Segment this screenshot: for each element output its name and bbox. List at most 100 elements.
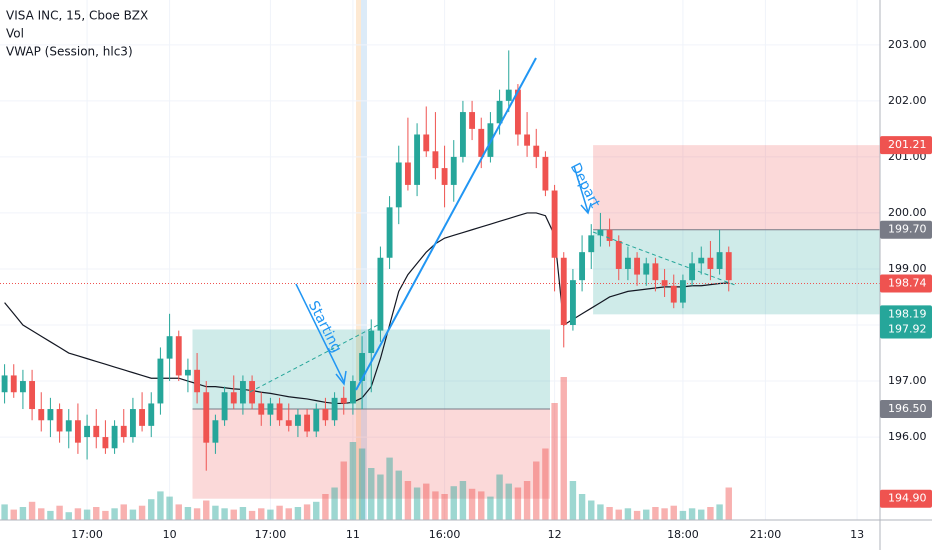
dashed-path (249, 324, 379, 393)
candle-body (423, 134, 430, 152)
volume-bar (358, 448, 366, 520)
volume-bar (688, 508, 696, 520)
stop-zone (593, 145, 880, 230)
candle-body (707, 257, 714, 269)
candle-body (139, 409, 146, 426)
vwap-line (4, 212, 729, 405)
volume-bar (74, 508, 82, 520)
volume-bar (478, 491, 485, 520)
x-tick-label: 17:00 (71, 528, 103, 541)
x-tick-label: 17:00 (255, 528, 287, 541)
y-tick-label: 200.00 (888, 206, 927, 219)
candle-body (29, 381, 36, 410)
volume-bar (716, 504, 723, 520)
volume-bar (670, 505, 677, 520)
candle-body (560, 257, 567, 325)
candle-body (725, 252, 732, 281)
volume-bar (65, 512, 72, 520)
candle-body (569, 280, 576, 325)
x-tick-label: 10 (163, 528, 177, 541)
volume-bar (368, 468, 375, 520)
volume-bar (597, 504, 604, 520)
x-tick-label: 13 (850, 528, 864, 541)
price-label: 199.70 (888, 223, 927, 236)
volume-bar (404, 481, 412, 520)
volume-bar (698, 509, 705, 520)
volume-bar (725, 487, 732, 520)
candle-body (74, 420, 81, 443)
candle-body (404, 162, 411, 185)
x-tick-label: 21:00 (750, 528, 782, 541)
candle-body (606, 229, 613, 241)
volume-bar (267, 509, 274, 520)
candle-body (267, 403, 274, 415)
volume-bar (193, 508, 201, 520)
candle-body (643, 263, 650, 275)
volume-bar (322, 494, 329, 520)
volume-bar (313, 501, 320, 520)
volume-bar (413, 487, 421, 520)
volume-bar (184, 507, 192, 520)
candle-body (496, 100, 503, 124)
volume-bar (148, 499, 155, 520)
candle-body (56, 409, 63, 432)
volume-bar (377, 474, 384, 520)
volume-bar (551, 403, 558, 520)
price-label: 198.19 (888, 307, 927, 320)
price-label-bg (880, 400, 932, 419)
candle-body (212, 420, 219, 443)
volume-bar (340, 461, 347, 520)
volume-bar (157, 491, 164, 520)
volume-bar (120, 504, 127, 520)
candle-body (331, 397, 338, 421)
candle-body (294, 414, 301, 426)
candle-body (148, 403, 155, 426)
price-label-bg (880, 220, 932, 239)
volume-bar (615, 509, 622, 520)
candle-body (129, 409, 136, 438)
volume-bar (496, 474, 503, 520)
candle-body (386, 207, 393, 258)
volume-bar (560, 377, 567, 520)
profit-zone (593, 229, 880, 315)
candle-body (579, 252, 586, 281)
stop-zone (192, 409, 550, 499)
volume-bar (102, 510, 109, 520)
price-label-bg (880, 274, 932, 293)
candle-body (10, 375, 17, 393)
volume-bar (10, 509, 17, 520)
candle-body (652, 263, 659, 281)
session-highlight (356, 0, 361, 520)
volume-bar (28, 501, 36, 520)
candle-body (698, 257, 705, 264)
candle-body (588, 235, 595, 253)
price-label-bg (880, 489, 932, 508)
y-tick-label: 196.00 (888, 430, 927, 443)
candle-body (239, 381, 246, 404)
candle-body (505, 89, 512, 101)
volume-bar (652, 507, 659, 520)
volume-bar (331, 487, 338, 520)
volume-bar (505, 483, 512, 520)
volume-bar (487, 496, 494, 520)
volume-bar (386, 457, 393, 520)
candle-body (432, 151, 439, 169)
candle-body (469, 112, 476, 129)
volume-bar (239, 507, 247, 520)
candle-body (47, 409, 54, 421)
dashed-path (592, 231, 736, 286)
price-label: 198.74 (888, 277, 927, 290)
x-tick-label: 16:00 (429, 528, 461, 541)
volume-bar (432, 491, 439, 520)
volume-bar (83, 509, 91, 520)
volume-bar (294, 507, 302, 520)
y-tick-label: 197.00 (888, 374, 927, 387)
volume-bar (523, 481, 531, 520)
x-tick-label: 12 (548, 528, 562, 541)
candle-body (377, 257, 384, 331)
volume-bar (395, 470, 402, 520)
volume-bar (129, 509, 137, 520)
volume-bar (138, 505, 146, 520)
candle-body (93, 425, 100, 438)
